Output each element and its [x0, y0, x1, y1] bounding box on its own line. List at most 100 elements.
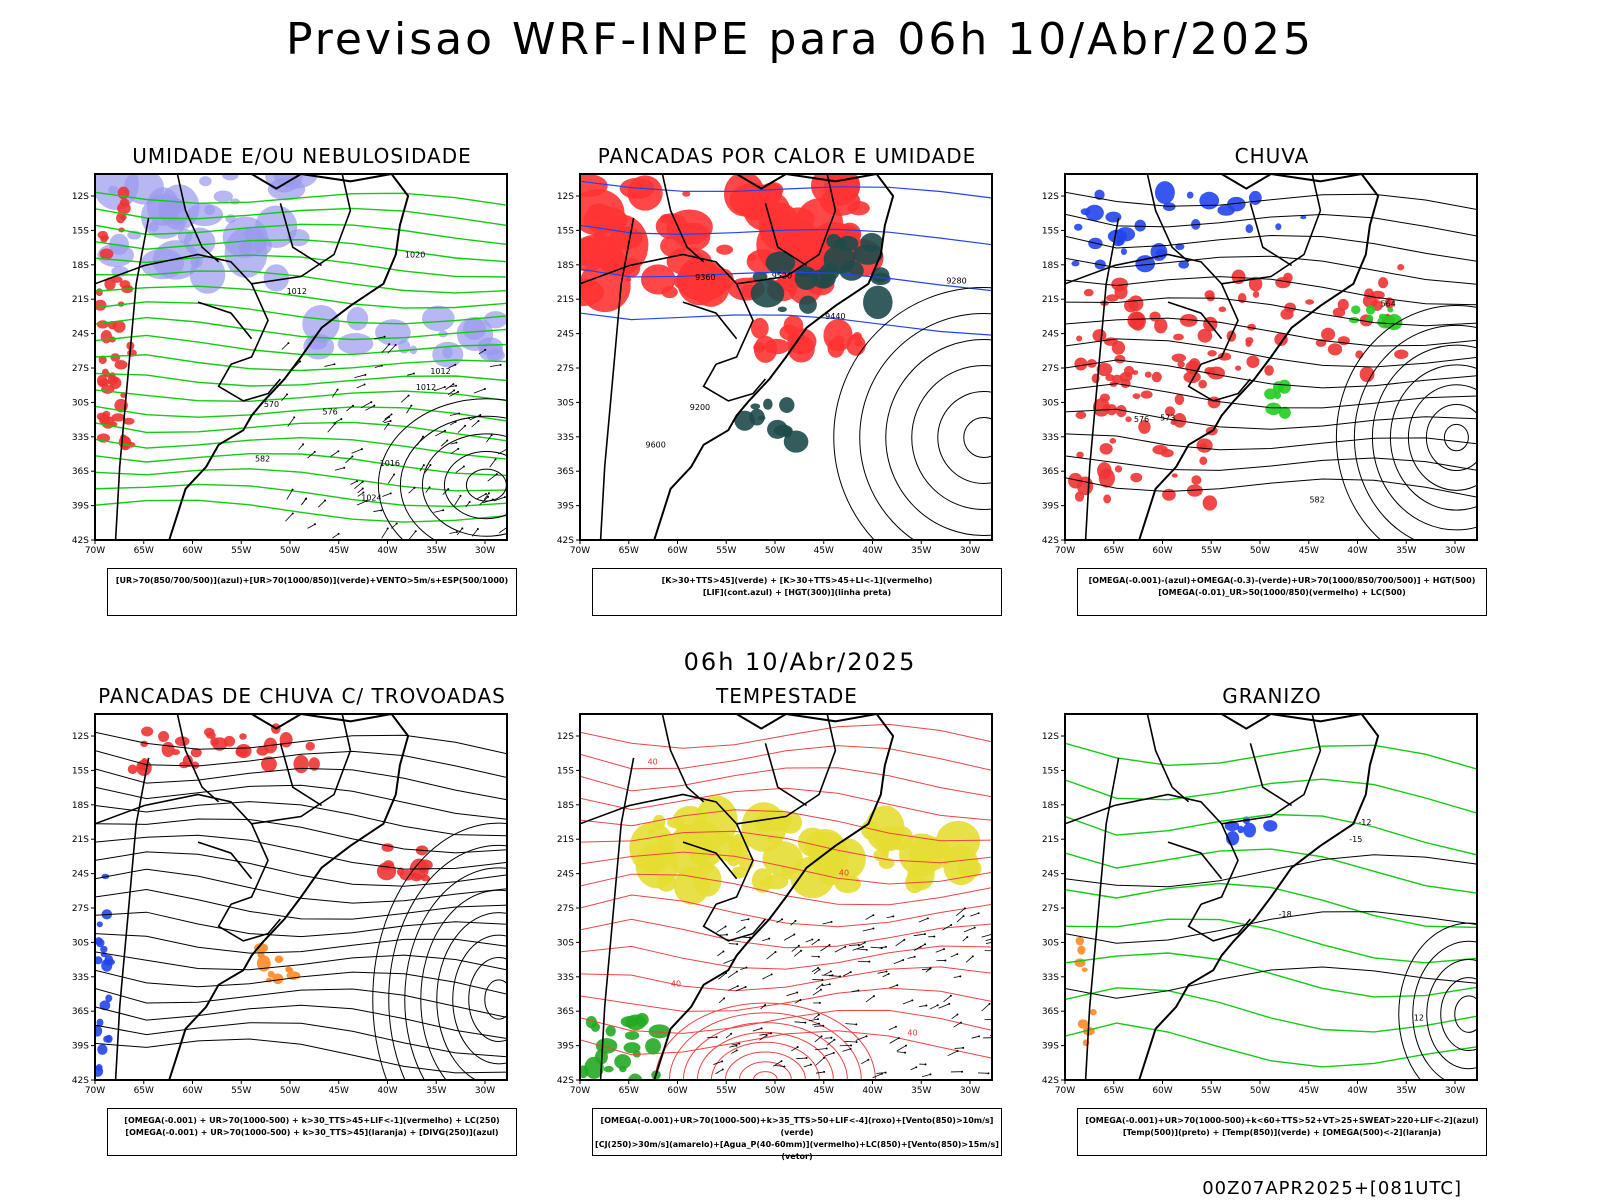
field-shade	[640, 264, 676, 295]
wind-vector	[490, 364, 501, 367]
field-shade	[1074, 958, 1086, 968]
wind-vector-head	[324, 499, 327, 502]
wind-vector	[391, 523, 397, 529]
contour-line	[1353, 324, 1477, 540]
wind-vector	[971, 1035, 980, 1039]
field-shade	[293, 754, 309, 774]
map-plot: 582 576 573 564 12S 15S 18S 21S 24S 27S 30S 33S 36S 3…	[1042, 173, 1478, 556]
lat-label: 30S	[557, 398, 574, 408]
lat-label: 21S	[1042, 835, 1059, 845]
contour-line	[1425, 404, 1477, 472]
contour-line	[484, 979, 507, 1020]
lat-label: 24S	[72, 330, 89, 340]
field-shade	[1152, 444, 1168, 455]
field-shade	[632, 1050, 641, 1058]
wind-vector	[489, 459, 496, 468]
contour-line	[580, 767, 992, 798]
field-shade	[1132, 393, 1141, 399]
wind-vector-head	[455, 441, 458, 444]
lon-label: 45W	[329, 546, 349, 556]
field-shade	[1162, 488, 1176, 501]
wind-vector	[858, 942, 865, 947]
contour-line	[1065, 317, 1477, 347]
wind-vector-head	[760, 1027, 763, 1030]
wind-vector-head	[722, 950, 725, 953]
field-shade	[1248, 276, 1263, 292]
field-shade	[834, 874, 861, 894]
contour-line	[580, 268, 992, 292]
field-shade	[799, 295, 817, 314]
field-shade	[580, 188, 625, 236]
wind-vector	[360, 401, 372, 409]
border-line	[764, 203, 808, 267]
wind-vector-head	[410, 404, 413, 407]
contour-line	[95, 801, 507, 837]
wind-vector-head	[747, 918, 750, 921]
field-shade	[1183, 371, 1201, 384]
wind-vector-head	[823, 1070, 826, 1073]
contour-line	[95, 834, 507, 870]
lat-label: 39S	[1042, 1042, 1059, 1052]
wind-vector	[408, 530, 416, 540]
wind-vector	[740, 918, 749, 922]
wind-vector	[718, 934, 728, 936]
wind-vector-head	[340, 418, 343, 421]
wind-vector-head	[977, 912, 980, 915]
field-shade	[1252, 291, 1260, 298]
field-shade	[140, 248, 185, 280]
field-shade	[1103, 494, 1112, 504]
contour-line	[1065, 911, 1477, 944]
wind-vector-head	[849, 971, 852, 974]
field-shade	[852, 332, 863, 341]
field-shade	[1265, 402, 1282, 416]
field-shade	[783, 315, 804, 337]
wind-vector	[731, 1050, 738, 1054]
field-shade	[285, 967, 294, 973]
field-shade	[1089, 1009, 1097, 1016]
wind-vector-head	[293, 416, 296, 419]
wind-vector	[448, 364, 456, 369]
lon-label: 65W	[1104, 1086, 1124, 1096]
field-shade	[199, 176, 212, 187]
field-shade	[1155, 181, 1175, 205]
wind-vector-head	[799, 998, 802, 1001]
wind-vector	[844, 1040, 857, 1043]
wind-vector	[954, 1047, 964, 1049]
contour-line	[95, 767, 507, 801]
border-line	[217, 363, 282, 402]
wind-vector	[855, 1035, 867, 1041]
wind-vector-head	[491, 498, 494, 501]
field-shade	[1337, 336, 1350, 346]
field-shade	[853, 340, 863, 347]
map-plot: -12 -15 -18 12 12S 15S 18S 21S 24S 27S 30S 33S 36S 39…	[1042, 713, 1478, 1096]
field-shade	[1076, 335, 1083, 342]
wind-vector-head	[287, 342, 290, 345]
legend-line: [OMEGA(-0.001)+UR>70(1000-500)+k<60+TTS>…	[1085, 1116, 1479, 1125]
field-shade	[1278, 379, 1291, 394]
field-shade	[1337, 298, 1349, 311]
wind-vector-head	[494, 458, 497, 461]
lon-label: 30W	[1445, 1086, 1465, 1096]
contour-line	[95, 851, 507, 887]
contour-line	[1065, 455, 1477, 471]
contour-line	[1065, 813, 1477, 856]
wind-vector	[469, 414, 481, 421]
contour-line	[1065, 297, 1477, 327]
wind-vector	[793, 950, 802, 957]
wind-vector	[913, 933, 926, 937]
field-shade	[120, 213, 127, 221]
wind-vector	[725, 1033, 732, 1039]
wind-vector	[723, 958, 735, 964]
wind-vector-head	[487, 495, 490, 498]
map-frame	[579, 173, 993, 541]
wind-vector-head	[817, 938, 820, 941]
field-shade	[109, 233, 129, 255]
contour-line	[95, 207, 507, 227]
field-shade	[580, 234, 622, 269]
wind-vector	[823, 971, 832, 976]
field-shade	[647, 828, 657, 835]
contour-line	[937, 391, 992, 485]
wind-vector-head	[897, 1036, 900, 1039]
wind-vector	[457, 425, 466, 433]
wind-vector-head	[715, 1036, 718, 1039]
